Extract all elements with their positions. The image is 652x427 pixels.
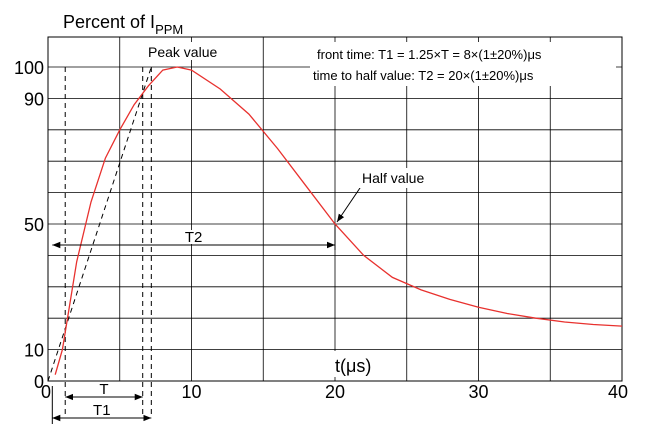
dimension-arrows: T2 T T1	[51, 229, 335, 424]
peak-leader	[143, 60, 150, 92]
T2-label-bg	[180, 230, 207, 244]
y-tick-label: 90	[24, 89, 44, 109]
y-tick-bg	[10, 371, 46, 391]
xlabel-bg	[332, 351, 402, 377]
y-tick-label: 10	[24, 341, 44, 361]
y-tick-label: 50	[24, 215, 44, 235]
T1-label: T1	[93, 402, 111, 419]
y-tick-bg	[10, 339, 46, 360]
T-label: T	[99, 381, 108, 398]
formula-box	[310, 42, 616, 86]
y-axis-title: Percent of IPPM	[63, 12, 183, 37]
y-tick-bg	[10, 214, 46, 234]
x-tick-label: 10	[181, 382, 201, 402]
current-curve	[54, 66, 623, 375]
T1-label-bg	[88, 403, 115, 417]
front-time-note: front time: T1 = 1.25×T = 8×(1±20%)μs	[317, 47, 542, 62]
x-axis-label: t(μs)	[335, 356, 371, 376]
x-tick-label: 0	[41, 382, 51, 402]
half-value-label: Half value	[362, 170, 424, 186]
y-tick-bg	[10, 57, 46, 77]
half-time-note: time to half value: T2 = 20×(1±20%)μs	[313, 68, 534, 83]
half-label-bg	[357, 168, 443, 188]
T-label-bg	[95, 382, 113, 396]
x-tick-label: 30	[468, 382, 488, 402]
grid	[47, 36, 623, 382]
tick-labels: 0 10 50 90 100 0 10 20 30 40	[10, 57, 628, 402]
y-tick-label: 0	[34, 372, 44, 392]
curve-layer	[54, 66, 623, 375]
half-value-arrow	[336, 184, 363, 223]
T2-label: T2	[185, 229, 203, 246]
y-tick-bg	[10, 88, 46, 109]
peak-label-bg	[142, 42, 234, 60]
x-tick-label: 40	[608, 382, 628, 402]
peak-value-label: Peak value	[148, 44, 217, 60]
y-tick-label: 100	[14, 58, 44, 78]
x-tick-label: 20	[325, 382, 345, 402]
